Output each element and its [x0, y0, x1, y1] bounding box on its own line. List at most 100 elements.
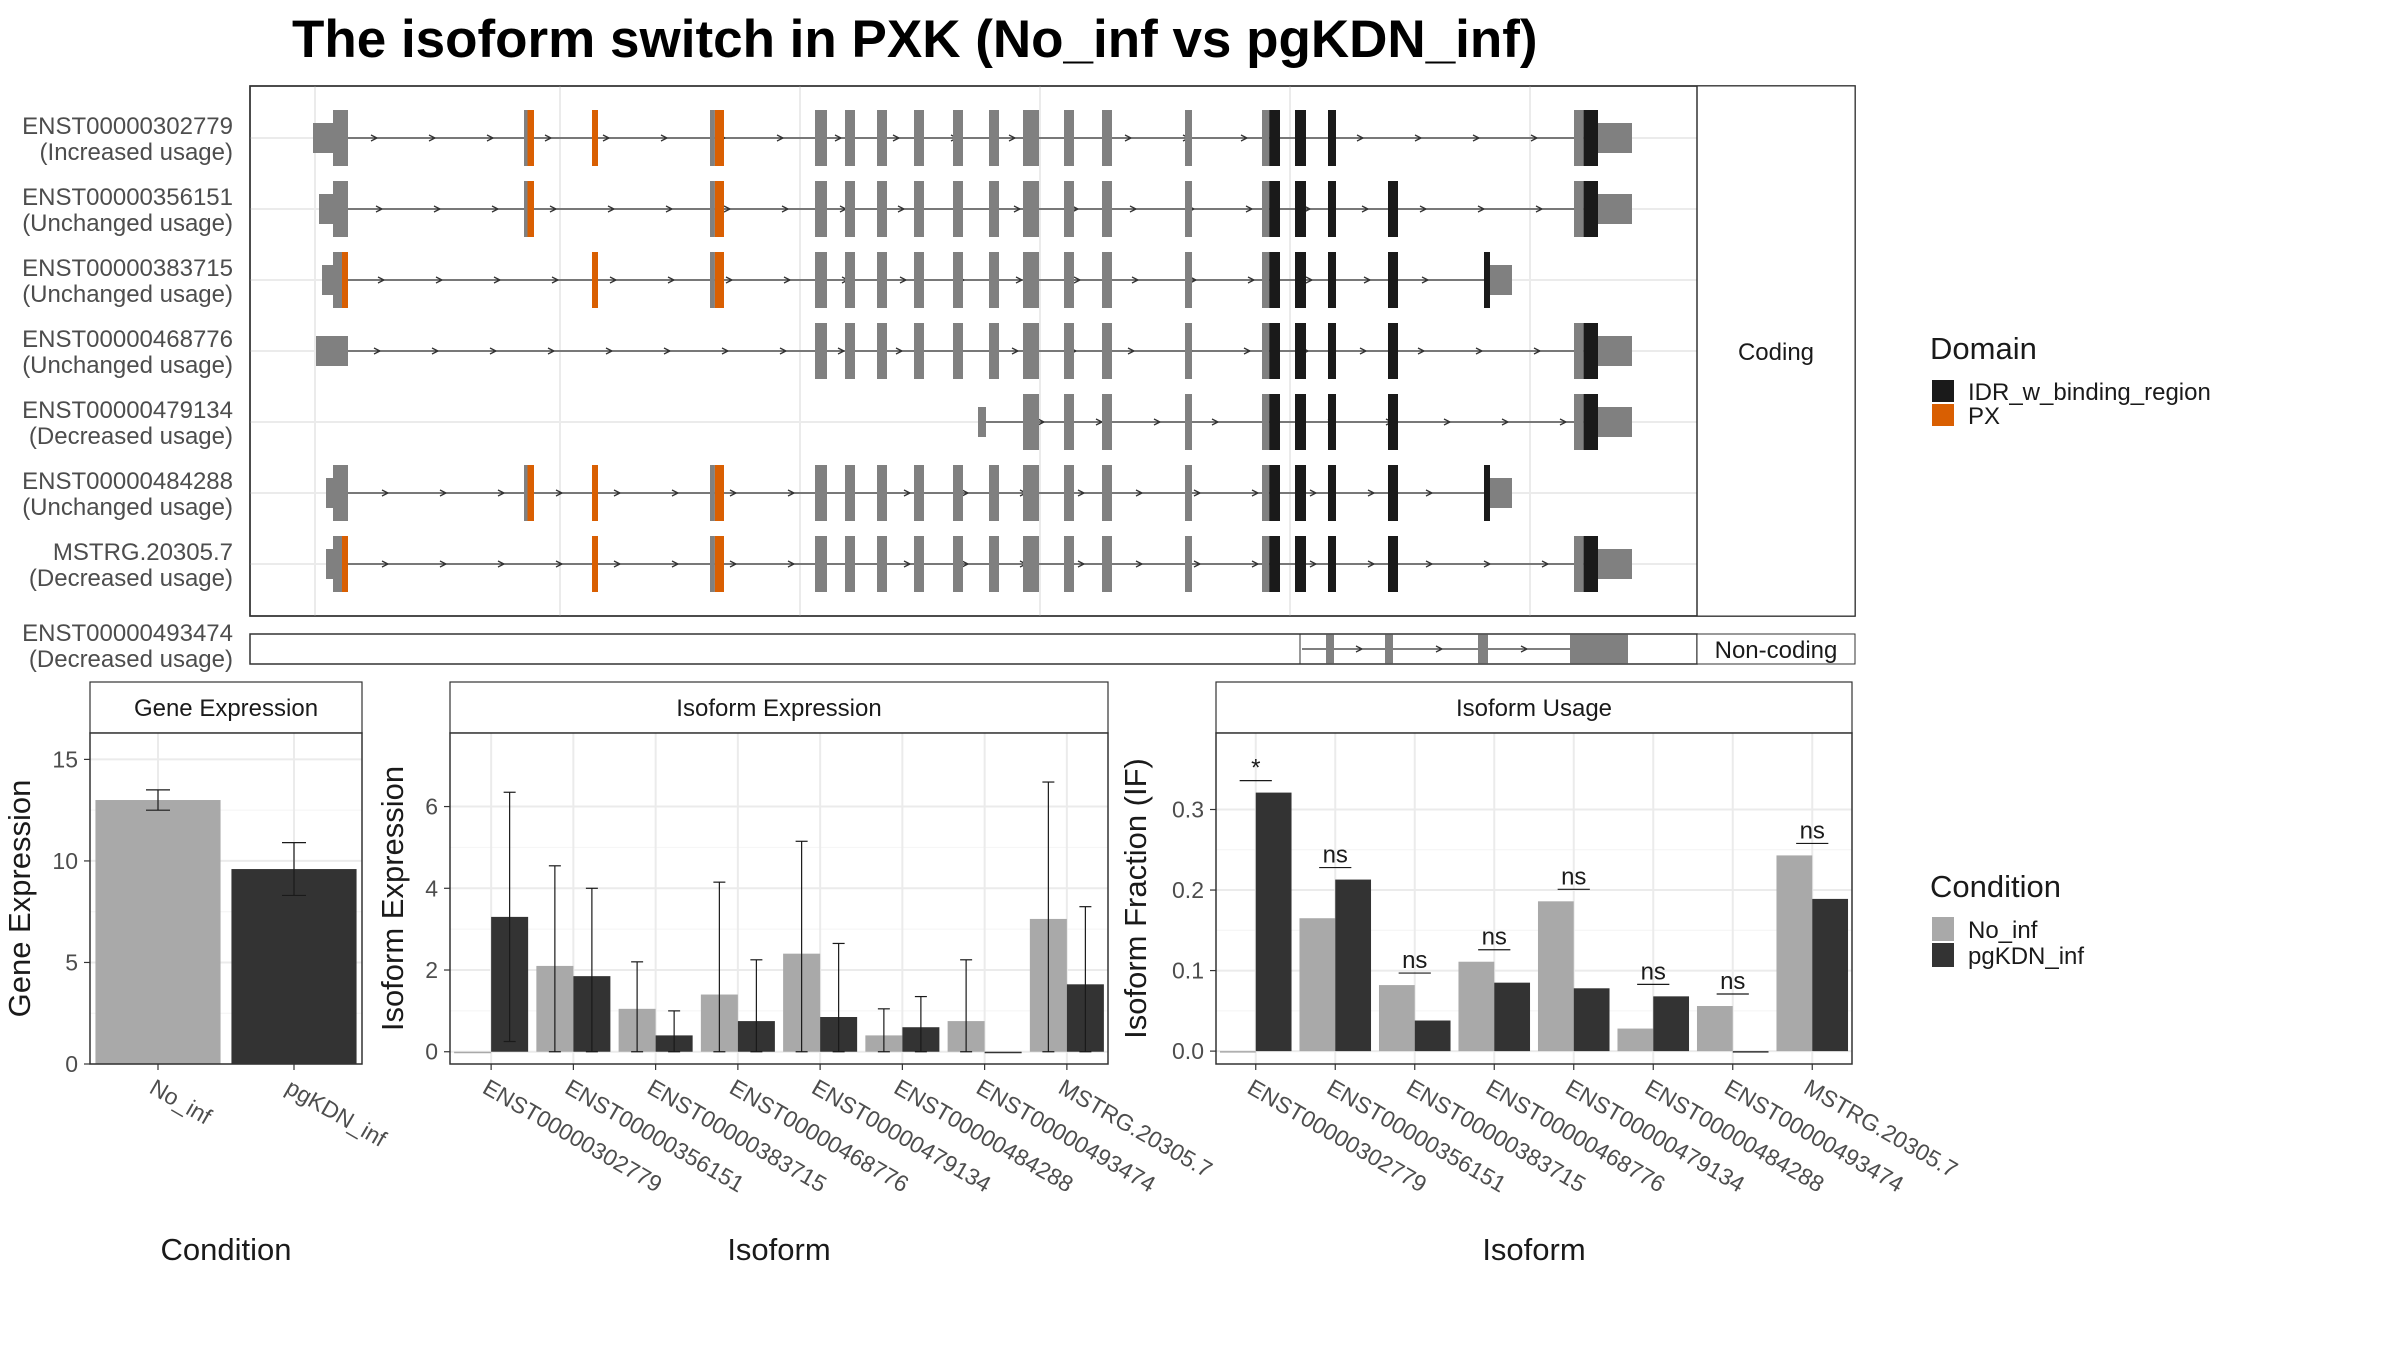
isoform-usage-label: (Unchanged usage): [22, 210, 233, 237]
chart-2: Isoform Usage * ns ns ns ns ns ns ns 0.0 0.1 0.2 0.3…: [1118, 681, 1962, 1267]
strand-arrow: [377, 276, 386, 284]
exon: [815, 181, 827, 237]
exon: [1185, 110, 1192, 166]
strand-arrow: [1419, 205, 1428, 213]
utr-exon: [1598, 123, 1632, 153]
exon: [1185, 323, 1192, 379]
exon: [914, 110, 924, 166]
exon: [1185, 252, 1192, 308]
exon: [1064, 252, 1074, 308]
strand-arrow: [1243, 347, 1252, 355]
px-domain-exon: [342, 536, 348, 592]
exon: [1574, 181, 1584, 237]
exon: [1023, 323, 1039, 379]
transcript-3: [316, 323, 1632, 379]
strand-arrow: [1153, 418, 1162, 426]
exon: [914, 465, 924, 521]
exon: [845, 181, 855, 237]
exon: [1570, 634, 1628, 664]
strand-arrow: [787, 489, 796, 497]
strand-arrow: [1361, 205, 1370, 213]
idr-domain-exon: [1269, 323, 1280, 379]
y-tick-label: 4: [425, 875, 438, 901]
idr-domain-exon: [1388, 394, 1398, 450]
noncoding-strip-label: Non-coding: [1715, 637, 1838, 664]
idr-domain-exon: [1269, 536, 1280, 592]
idr-domain-exon: [1328, 323, 1336, 379]
exon: [877, 252, 887, 308]
legend-label-px: PX: [1968, 403, 2000, 430]
idr-domain-exon: [1269, 394, 1280, 450]
significance-label: ns: [1482, 924, 1507, 951]
isoform-id-label: ENST00000356151: [22, 184, 233, 211]
strand-arrow: [1305, 276, 1314, 284]
y-axis-title: Isoform Fraction (IF): [1118, 758, 1153, 1039]
idr-domain-exon: [1388, 181, 1398, 237]
strand-arrow: [897, 205, 906, 213]
idr-domain-exon: [1328, 252, 1336, 308]
idr-domain-exon: [1269, 181, 1280, 237]
exon: [1262, 181, 1270, 237]
strand-arrow: [834, 134, 843, 142]
isoform-usage-label: (Unchanged usage): [22, 494, 233, 521]
utr-exon: [1598, 407, 1632, 437]
strand-arrow: [892, 134, 901, 142]
strand-arrow: [903, 489, 912, 497]
strand-arrow: [1015, 276, 1024, 284]
significance-label: ns: [1800, 817, 1825, 844]
strand-arrow: [1475, 347, 1484, 355]
strand-arrow: [961, 489, 970, 497]
exon: [1102, 536, 1112, 592]
exon: [333, 181, 348, 237]
strand-arrow: [370, 134, 379, 142]
strand-arrow: [1533, 347, 1542, 355]
idr-domain-exon: [1388, 536, 1398, 592]
coding-strip-label: Coding: [1738, 339, 1814, 366]
strand-arrow: [961, 560, 970, 568]
strand-arrow: [1417, 347, 1426, 355]
strand-arrow: [1520, 645, 1529, 653]
strand-arrow: [547, 347, 556, 355]
strand-arrow: [497, 560, 506, 568]
legend-label-pgkdn-inf: pgKDN_inf: [1968, 943, 2084, 970]
strand-arrow: [899, 276, 908, 284]
exon: [953, 110, 963, 166]
strand-arrow: [1013, 205, 1022, 213]
y-tick-label: 0.1: [1172, 958, 1204, 984]
isoform-usage-label: (Decreased usage): [29, 646, 233, 673]
strand-arrow: [729, 560, 738, 568]
legend-key-no-inf: [1932, 917, 1954, 941]
strand-arrow: [903, 560, 912, 568]
strand-arrow: [428, 134, 437, 142]
exon: [1385, 634, 1393, 664]
strand-arrow: [1559, 418, 1568, 426]
exon: [710, 110, 715, 166]
coding-transcripts: [313, 110, 1632, 592]
strand-arrow: [1477, 205, 1486, 213]
bar: [1335, 879, 1372, 1052]
exon: [815, 465, 827, 521]
exon: [953, 323, 963, 379]
strand-arrow: [381, 489, 390, 497]
strand-arrow: [1251, 560, 1260, 568]
exon: [815, 252, 827, 308]
px-domain-exon: [527, 181, 534, 237]
exon: [845, 465, 855, 521]
px-domain-exon: [592, 465, 598, 521]
strand-arrow: [375, 205, 384, 213]
strand-arrow: [725, 276, 734, 284]
strand-arrow: [431, 347, 440, 355]
strand-arrow: [723, 205, 732, 213]
exon: [1574, 110, 1584, 166]
strand-arrow: [1530, 134, 1539, 142]
idr-domain-exon: [1388, 252, 1398, 308]
exon: [1262, 536, 1270, 592]
idr-domain-exon: [1484, 252, 1490, 308]
transcript-6: [326, 536, 1632, 592]
isoform-usage-label: (Decreased usage): [29, 423, 233, 450]
strand-arrow: [1483, 560, 1492, 568]
exon: [333, 536, 342, 592]
strand-arrow: [1077, 489, 1086, 497]
isoform-usage-label: (Unchanged usage): [22, 352, 233, 379]
strand-arrow: [605, 347, 614, 355]
